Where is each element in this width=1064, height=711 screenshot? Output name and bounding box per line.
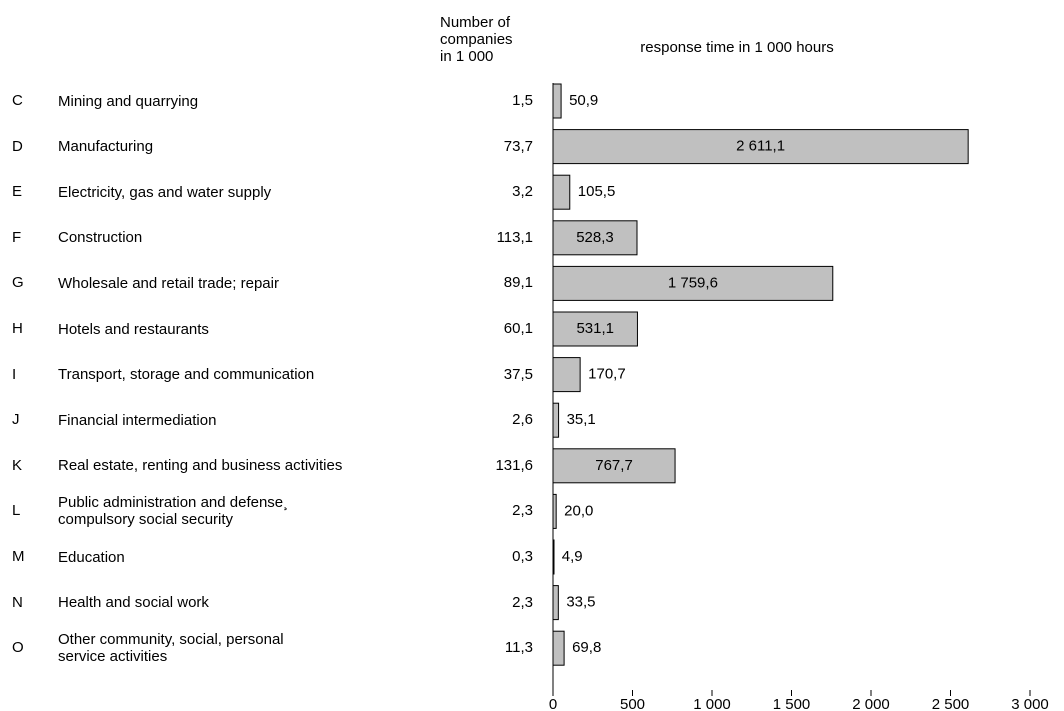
category-label: Financial intermediation — [58, 411, 217, 429]
companies-value: 73,7 — [503, 137, 533, 155]
category-code: I — [12, 365, 17, 383]
bar — [552, 402, 560, 438]
bar — [552, 630, 565, 666]
value-label: 33,5 — [566, 594, 595, 611]
category-code: G — [12, 274, 24, 292]
category-code: J — [12, 411, 20, 429]
category-code: C — [12, 92, 23, 109]
x-tick-label: 3 000 — [1011, 696, 1049, 711]
companies-value: 60,1 — [503, 320, 533, 337]
category-code: L — [12, 502, 21, 520]
value-label: 170,7 — [588, 366, 626, 383]
companies-value: 131,6 — [495, 456, 533, 474]
companies-value: 3,2 — [512, 183, 533, 201]
companies-value: 11,3 — [504, 639, 533, 657]
x-tick-label: 500 — [620, 696, 645, 711]
bar — [552, 129, 969, 165]
value-label: 20,0 — [564, 502, 593, 519]
value-label: 35,1 — [567, 411, 596, 428]
category-code: F — [12, 228, 22, 246]
x-tick-label: 2 000 — [852, 696, 890, 711]
category-label: Manufacturing — [58, 138, 154, 156]
x-tick-label: 1 500 — [773, 696, 811, 711]
companies-value: 2,6 — [512, 411, 533, 429]
companies-header: Number of companies in 1 000 — [440, 14, 513, 65]
category-label: Transport, storage and communication — [58, 366, 315, 384]
companies-value: 37,5 — [503, 365, 533, 383]
value-label: 2 611,1 — [736, 138, 785, 155]
category-code: M — [12, 548, 25, 565]
category-label: Construction — [58, 229, 143, 247]
category-label: Hotels and restaurants — [58, 320, 209, 338]
bar — [552, 448, 676, 484]
category-code: H — [12, 320, 23, 337]
category-code: N — [12, 593, 23, 611]
category-label: Other community, social, personal servic… — [58, 631, 284, 666]
category-label: Mining and quarrying — [58, 92, 199, 110]
bar — [552, 265, 834, 301]
category-label: Health and social work — [58, 594, 209, 612]
companies-value: 2,3 — [512, 593, 533, 611]
category-code: E — [12, 183, 23, 201]
value-label: 105,5 — [578, 183, 616, 200]
bar — [552, 585, 559, 621]
bar — [552, 220, 638, 256]
value-label: 4,9 — [562, 548, 583, 565]
category-label: Electricity, gas and water supply — [58, 183, 272, 201]
bar — [552, 311, 638, 347]
value-label: 767,7 — [595, 457, 633, 474]
bar — [552, 493, 557, 529]
companies-value: 113,1 — [496, 228, 533, 246]
companies-value: 1,5 — [512, 92, 533, 109]
category-label: Education — [58, 548, 125, 566]
value-label: 69,8 — [572, 639, 601, 656]
value-label: 528,3 — [576, 229, 614, 246]
category-label: Real estate, renting and business activi… — [58, 457, 343, 475]
value-label: 531,1 — [576, 320, 614, 337]
chart-title: response time in 1 000 hours — [640, 39, 833, 56]
bar — [552, 83, 562, 119]
x-tick-label: 2 500 — [932, 696, 970, 711]
companies-value: 0,3 — [512, 548, 533, 565]
category-code: K — [12, 456, 23, 474]
bar — [552, 357, 581, 393]
value-label: 1 759,6 — [668, 274, 718, 291]
category-code: O — [12, 639, 24, 657]
category-code: D — [12, 137, 23, 155]
category-label: Wholesale and retail trade; repair — [58, 274, 279, 292]
x-tick-label: 1 000 — [693, 696, 731, 711]
category-label: Public administration and defense¸ compu… — [58, 494, 289, 529]
x-tick-label: 0 — [549, 696, 557, 711]
value-label: 50,9 — [569, 92, 598, 109]
bar — [552, 539, 555, 575]
bar — [552, 174, 571, 210]
companies-value: 89,1 — [503, 274, 533, 292]
companies-value: 2,3 — [512, 502, 533, 520]
